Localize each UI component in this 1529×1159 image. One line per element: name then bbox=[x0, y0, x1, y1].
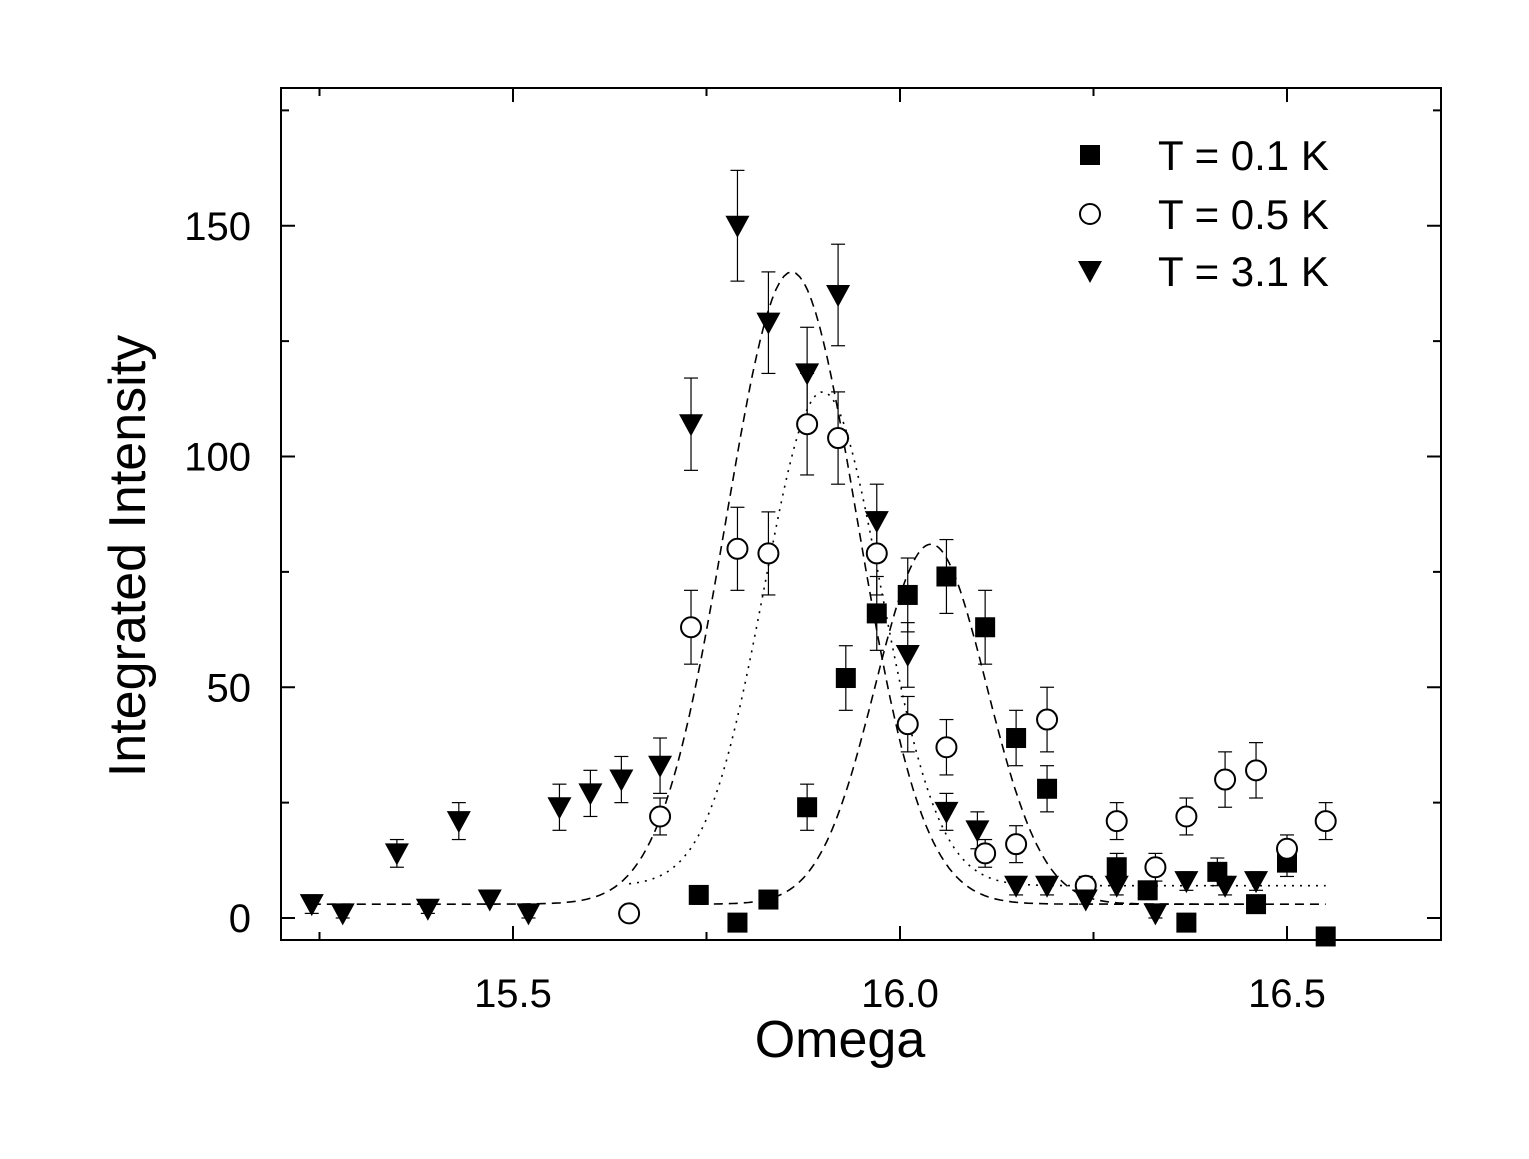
data-point-series-2 bbox=[757, 542, 780, 565]
data-point-series-2 bbox=[865, 542, 888, 565]
data-point-series-1 bbox=[758, 889, 779, 910]
data-point-series-3 bbox=[1104, 875, 1129, 898]
data-point-series-1 bbox=[1137, 880, 1158, 901]
plot-frame bbox=[280, 87, 1442, 941]
data-point-series-1 bbox=[1006, 728, 1027, 749]
data-point-series-3 bbox=[547, 797, 572, 820]
y-tick-label: 50 bbox=[207, 666, 252, 710]
data-point-series-1 bbox=[1246, 894, 1267, 915]
data-point-series-3 bbox=[895, 644, 920, 667]
data-point-series-3 bbox=[1213, 875, 1238, 898]
data-point-series-3 bbox=[446, 811, 471, 834]
data-point-series-3 bbox=[609, 769, 634, 792]
y-axis-title: Integrated Intensity bbox=[99, 335, 157, 777]
data-point-series-1 bbox=[688, 884, 709, 905]
data-point-series-1 bbox=[797, 797, 818, 818]
data-point-series-1 bbox=[866, 603, 887, 624]
data-point-series-3 bbox=[756, 312, 781, 335]
data-point-series-3 bbox=[415, 898, 440, 921]
y-tick-label: 0 bbox=[229, 897, 251, 941]
data-point-series-3 bbox=[1073, 889, 1098, 912]
data-point-series-3 bbox=[477, 889, 502, 912]
data-point-series-1 bbox=[897, 584, 918, 605]
x-axis-title: Omega bbox=[755, 1011, 926, 1069]
data-point-series-2 bbox=[618, 902, 641, 925]
data-point-series-3 bbox=[299, 894, 324, 917]
data-point-series-2 bbox=[1276, 837, 1298, 860]
data-point-series-3 bbox=[1004, 875, 1029, 898]
axis-ticks: 15.5 16.0 16.5 0 50 100 150 bbox=[184, 88, 1441, 1016]
data-point-series-2 bbox=[649, 805, 672, 828]
data-point-series-3 bbox=[679, 414, 704, 437]
data-point-series-3 bbox=[578, 783, 603, 806]
data-point-series-3 bbox=[516, 903, 541, 926]
legend: T = 0.1 K T = 0.5 K T = 3.1 K bbox=[1078, 132, 1329, 295]
data-point-series-2 bbox=[796, 413, 819, 436]
data-point-series-2 bbox=[726, 537, 749, 560]
data-point-series-3 bbox=[1174, 871, 1199, 894]
data-point-series-3 bbox=[1244, 871, 1269, 894]
data-point-series-2 bbox=[827, 427, 850, 450]
data-point-series-1 bbox=[1106, 857, 1127, 878]
data-point-series-1 bbox=[727, 912, 748, 933]
data-point-series-1 bbox=[936, 566, 957, 587]
data-point-series-2 bbox=[1036, 708, 1059, 731]
legend-label: T = 0.1 K bbox=[1158, 132, 1329, 179]
fit-curves bbox=[311, 271, 1326, 905]
legend-marker bbox=[1079, 203, 1101, 225]
data-point-series-1 bbox=[835, 668, 856, 689]
data-point-series-1 bbox=[1176, 912, 1197, 933]
data-point-series-2 bbox=[974, 842, 997, 865]
data-point-series-3 bbox=[795, 363, 820, 386]
legend-label: T = 3.1 K bbox=[1158, 248, 1329, 295]
fit-curve bbox=[311, 271, 1256, 905]
data-point-series-3 bbox=[648, 755, 673, 778]
data-point-series-2 bbox=[1105, 810, 1128, 833]
data-point-series-2 bbox=[1214, 768, 1237, 791]
data-point-series-3 bbox=[1143, 903, 1168, 926]
data-point-series-2 bbox=[896, 713, 919, 736]
data-point-series-3 bbox=[934, 801, 959, 824]
legend-label: T = 0.5 K bbox=[1158, 191, 1329, 238]
data-point-series-2 bbox=[1005, 833, 1028, 856]
data-point-series-1 bbox=[1037, 778, 1058, 799]
x-tick-label: 15.5 bbox=[474, 972, 552, 1016]
data-points bbox=[299, 215, 1337, 947]
data-point-series-2 bbox=[680, 616, 703, 639]
x-tick-label: 16.0 bbox=[861, 972, 939, 1016]
fit-curve bbox=[628, 391, 1326, 887]
legend-marker bbox=[1080, 145, 1100, 165]
y-tick-label: 100 bbox=[184, 436, 251, 480]
y-tick-label: 150 bbox=[184, 205, 251, 249]
data-point-series-2 bbox=[935, 736, 958, 759]
data-point-series-2 bbox=[1245, 759, 1268, 782]
data-point-series-3 bbox=[725, 215, 750, 238]
data-point-series-2 bbox=[1175, 805, 1198, 828]
data-point-series-2 bbox=[1314, 810, 1337, 833]
data-point-series-3 bbox=[384, 843, 409, 866]
data-point-series-1 bbox=[1315, 926, 1336, 947]
legend-marker bbox=[1078, 261, 1102, 283]
x-tick-label: 16.5 bbox=[1248, 972, 1326, 1016]
data-point-series-2 bbox=[1144, 856, 1167, 879]
data-point-series-3 bbox=[965, 820, 990, 843]
data-point-series-1 bbox=[975, 617, 996, 638]
data-point-series-3 bbox=[1035, 875, 1060, 898]
data-point-series-3 bbox=[330, 903, 355, 926]
data-point-series-3 bbox=[864, 511, 889, 534]
data-point-series-3 bbox=[826, 284, 851, 307]
